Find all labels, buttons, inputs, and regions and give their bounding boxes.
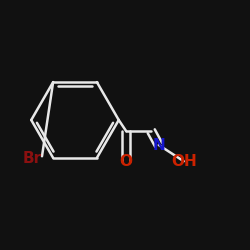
- Text: OH: OH: [171, 154, 196, 169]
- Text: Br: Br: [23, 151, 42, 166]
- Text: O: O: [120, 154, 133, 169]
- Text: N: N: [152, 138, 165, 152]
